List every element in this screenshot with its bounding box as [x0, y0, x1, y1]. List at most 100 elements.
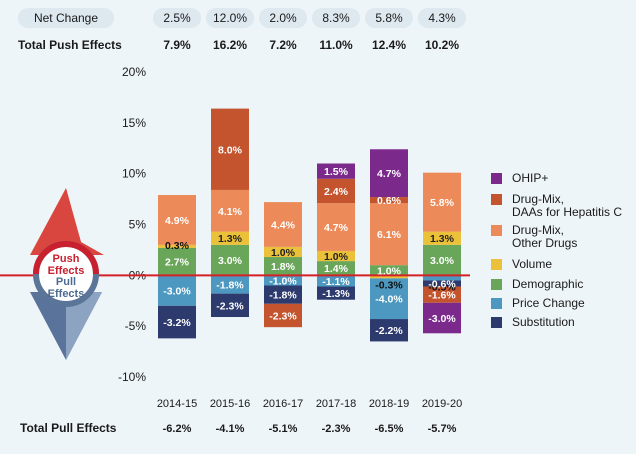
bar-segment [423, 280, 461, 287]
data-label: -4.0% [375, 294, 403, 306]
data-label: 4.7% [324, 222, 349, 234]
bar-segment [264, 257, 302, 276]
bar-segment [211, 244, 249, 276]
net-change-pill [206, 8, 254, 28]
total-push-value: 11.0% [319, 38, 353, 52]
legend-label: Drug-Mix, Other Drugs [512, 223, 577, 250]
y-tick-label: -10% [118, 370, 146, 384]
bar-segment [423, 275, 461, 281]
data-label: 1.8% [271, 261, 296, 273]
legend-label: Substitution [512, 315, 575, 329]
bar-segment [317, 261, 355, 276]
total-push-value: 16.2% [213, 38, 247, 52]
legend-swatch [491, 225, 502, 236]
legend-label: Volume [512, 257, 552, 271]
data-label: 0.3% [165, 240, 190, 252]
legend-label: Price Change [512, 296, 585, 310]
legend-swatch [491, 194, 502, 205]
data-label: 1.3% [430, 233, 455, 245]
data-label: 1.5% [324, 166, 349, 178]
bar-segment [158, 305, 196, 339]
data-label: 3.0% [218, 255, 243, 267]
data-label: 4.7% [377, 168, 402, 180]
bar-segment [370, 278, 408, 320]
badge-top-arrow [30, 188, 104, 255]
push-pull-badge: Push Effects Pull Effects [30, 188, 104, 360]
bar-segment [370, 149, 408, 198]
net-change-pill [153, 8, 201, 28]
net-change-pill [259, 8, 307, 28]
net-change-value: 2.0% [269, 11, 297, 25]
y-tick-label: 10% [122, 167, 146, 181]
bar-segment [370, 265, 408, 276]
data-label: 4.4% [271, 220, 296, 232]
data-label: 2.7% [165, 257, 190, 269]
data-label: -1.8% [269, 290, 297, 302]
bar-segment [423, 231, 461, 245]
x-axis-labels: 2014-15 -6.2% 2015-16 -4.1% 2016-17 -5.1% 2017… [157, 398, 462, 435]
total-push-value: 10.2% [425, 38, 459, 52]
bar-segment [423, 244, 461, 276]
badge-ring-top [33, 241, 99, 275]
net-change-pill [365, 8, 413, 28]
data-label: -2.3% [269, 310, 297, 322]
data-label: 1.3% [218, 233, 243, 245]
bar-segment [370, 319, 408, 342]
total-pull-value: -4.1% [216, 423, 245, 435]
bar-segment [211, 189, 249, 232]
total-pull-label: Total Pull Effects [20, 421, 117, 435]
bar-segment [370, 203, 408, 266]
total-push-label: Total Push Effects [18, 38, 122, 52]
header-values: 2.5% 7.9% 12.0% 16.2% 2.0% 7.2% 8.3% 11.0% 5.8% 1… [153, 8, 466, 52]
data-label: 1.0% [324, 251, 349, 263]
x-tick-label: 2016-17 [263, 398, 303, 410]
data-label: 6.1% [377, 229, 402, 241]
bar-segment [211, 231, 249, 245]
bar-segment [317, 275, 355, 287]
legend-label: Demographic [512, 277, 583, 291]
data-label: -0.5% [428, 281, 456, 293]
net-change-label: Net Change [34, 11, 98, 25]
bar-segment [158, 195, 196, 245]
data-label: 3.0% [430, 255, 455, 267]
legend-label: OHIP+ [512, 171, 548, 185]
bar-segment [264, 285, 302, 304]
net-change-value: 4.3% [428, 11, 456, 25]
data-label: 1.0% [271, 247, 296, 259]
y-axis-ticks: -10%-5%0%5%10%15%20% [118, 65, 146, 384]
data-label: -1.3% [322, 288, 350, 300]
bar-segment [158, 275, 196, 306]
bar-segment [423, 172, 461, 232]
bar-segment [317, 250, 355, 262]
data-label: 4.1% [218, 206, 243, 218]
bar-stacks: 2.7% 0.3% 4.9% -3.0% -3.2% 3.0% 1.3% 4.1% 8.0% -1… [158, 108, 461, 342]
net-change-value: 5.8% [375, 11, 403, 25]
data-label: -0.6% [428, 278, 456, 290]
data-label: 4.9% [165, 215, 190, 227]
bar-segment [423, 286, 461, 303]
data-label: 5.8% [430, 197, 455, 209]
data-label: 0.6% [377, 195, 402, 207]
y-tick-label: 5% [129, 218, 147, 232]
x-tick-label: 2015-16 [210, 398, 250, 410]
bar-segment [264, 202, 302, 247]
data-label: -1.0% [269, 275, 297, 287]
data-label: -2.3% [216, 300, 244, 312]
data-label: -3.2% [163, 317, 191, 329]
bar-segment [317, 203, 355, 251]
y-tick-label: -5% [125, 319, 147, 333]
bar-segment [211, 275, 249, 294]
x-tick-label: 2017-18 [316, 398, 356, 410]
pull-effects-label: Pull Effects [48, 276, 85, 300]
push-effects-label: Push Effects [48, 253, 85, 277]
bar-segment [264, 246, 302, 258]
data-label: -0.3% [375, 279, 403, 291]
total-pull-value: -2.3% [322, 423, 351, 435]
data-label: -1.6% [428, 290, 456, 302]
bar-segment [211, 293, 249, 318]
total-pull-value: -5.1% [269, 423, 298, 435]
total-pull-value: -6.2% [163, 423, 192, 435]
net-change-value: 8.3% [322, 11, 350, 25]
data-label: -1.8% [216, 279, 244, 291]
